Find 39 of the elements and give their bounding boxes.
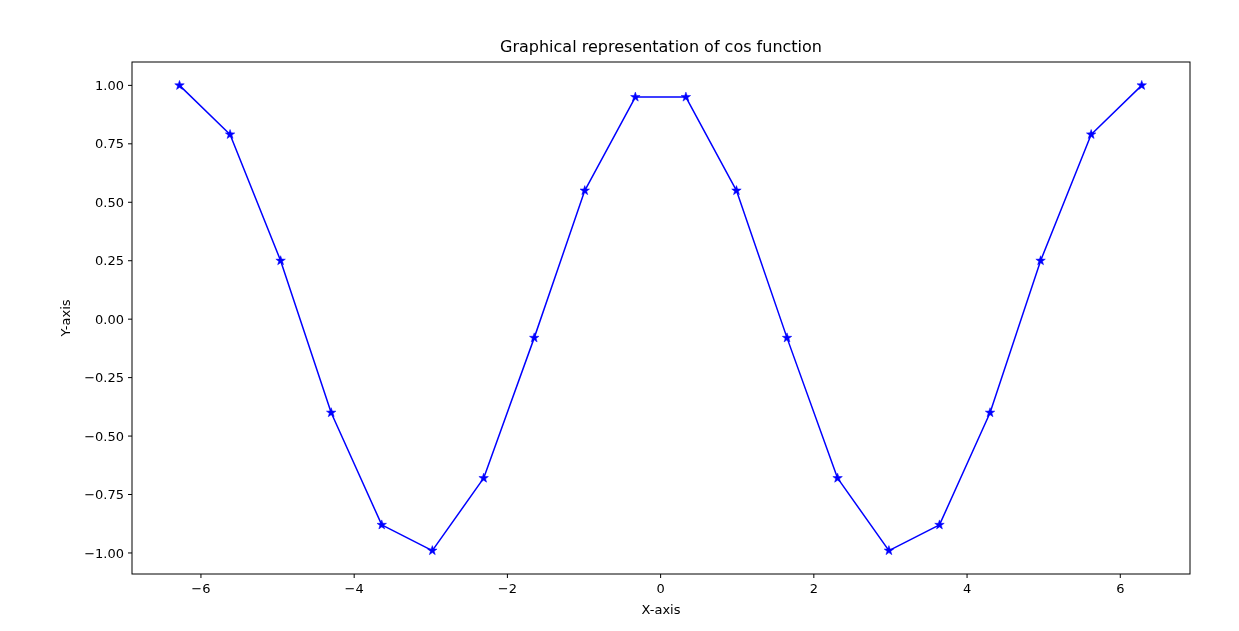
point: [1136, 80, 1147, 90]
point: [326, 407, 337, 417]
y-tick-label: 0.75: [95, 136, 124, 152]
point: [225, 129, 236, 139]
y-tick-label: −0.50: [84, 428, 124, 444]
point: [376, 519, 387, 530]
point: [883, 545, 894, 555]
x-axis-title: X-axis: [641, 602, 681, 617]
point: [1086, 129, 1097, 139]
y-tick-label: 0.25: [95, 253, 124, 269]
point: [680, 91, 691, 102]
point: [934, 519, 945, 530]
y-tick-label: −0.25: [84, 370, 124, 386]
y-tick-label: 1.00: [95, 77, 124, 93]
point: [731, 185, 742, 195]
point: [630, 91, 641, 102]
x-tick-label: 0: [656, 581, 665, 596]
point: [174, 80, 185, 90]
chart-title: Graphical representation of cos function: [500, 37, 822, 56]
x-tick-label: −6: [191, 581, 211, 596]
x-tick-label: 6: [1116, 581, 1125, 596]
point: [832, 472, 843, 483]
point: [478, 472, 489, 483]
y-axis-title: Y-axis: [58, 299, 73, 338]
y-tick-label: −0.75: [84, 487, 124, 503]
point: [1035, 255, 1046, 266]
point: [985, 407, 996, 417]
y-tick-label: 0.50: [95, 194, 124, 210]
y-tick-label: −1.00: [84, 545, 124, 561]
point: [427, 545, 438, 555]
x-tick-label: −4: [344, 581, 364, 596]
point: [275, 255, 286, 266]
x-tick-label: −2: [497, 581, 517, 596]
x-tick-label: 4: [962, 581, 972, 596]
y-tick-label: 0.00: [95, 311, 124, 327]
point: [782, 332, 793, 343]
x-tick-label: 2: [809, 581, 818, 596]
point: [579, 185, 590, 195]
point: [529, 332, 540, 343]
